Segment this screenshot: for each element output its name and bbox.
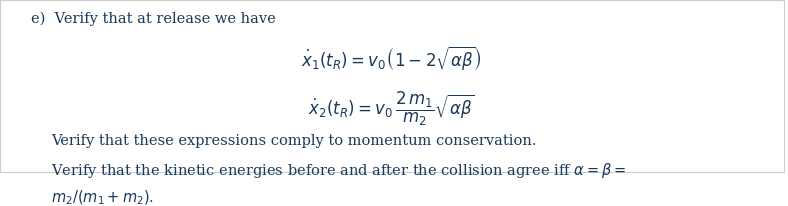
Text: $m_2/(m_1 + m_2)$.: $m_2/(m_1 + m_2)$. [51, 189, 154, 206]
Text: $\dot{x}_2(t_R) = v_0\,\dfrac{2\,m_1}{m_2}\sqrt{\alpha\beta}$: $\dot{x}_2(t_R) = v_0\,\dfrac{2\,m_1}{m_… [308, 89, 475, 128]
Text: $\dot{x}_1(t_R) = v_0\left(1 - 2\sqrt{\alpha\beta}\right)$: $\dot{x}_1(t_R) = v_0\left(1 - 2\sqrt{\a… [302, 45, 482, 73]
Text: Verify that the kinetic energies before and after the collision agree iff $\alph: Verify that the kinetic energies before … [51, 162, 626, 180]
Text: e)  Verify that at release we have: e) Verify that at release we have [32, 12, 276, 26]
Text: Verify that these expressions comply to momentum conservation.: Verify that these expressions comply to … [51, 134, 537, 148]
